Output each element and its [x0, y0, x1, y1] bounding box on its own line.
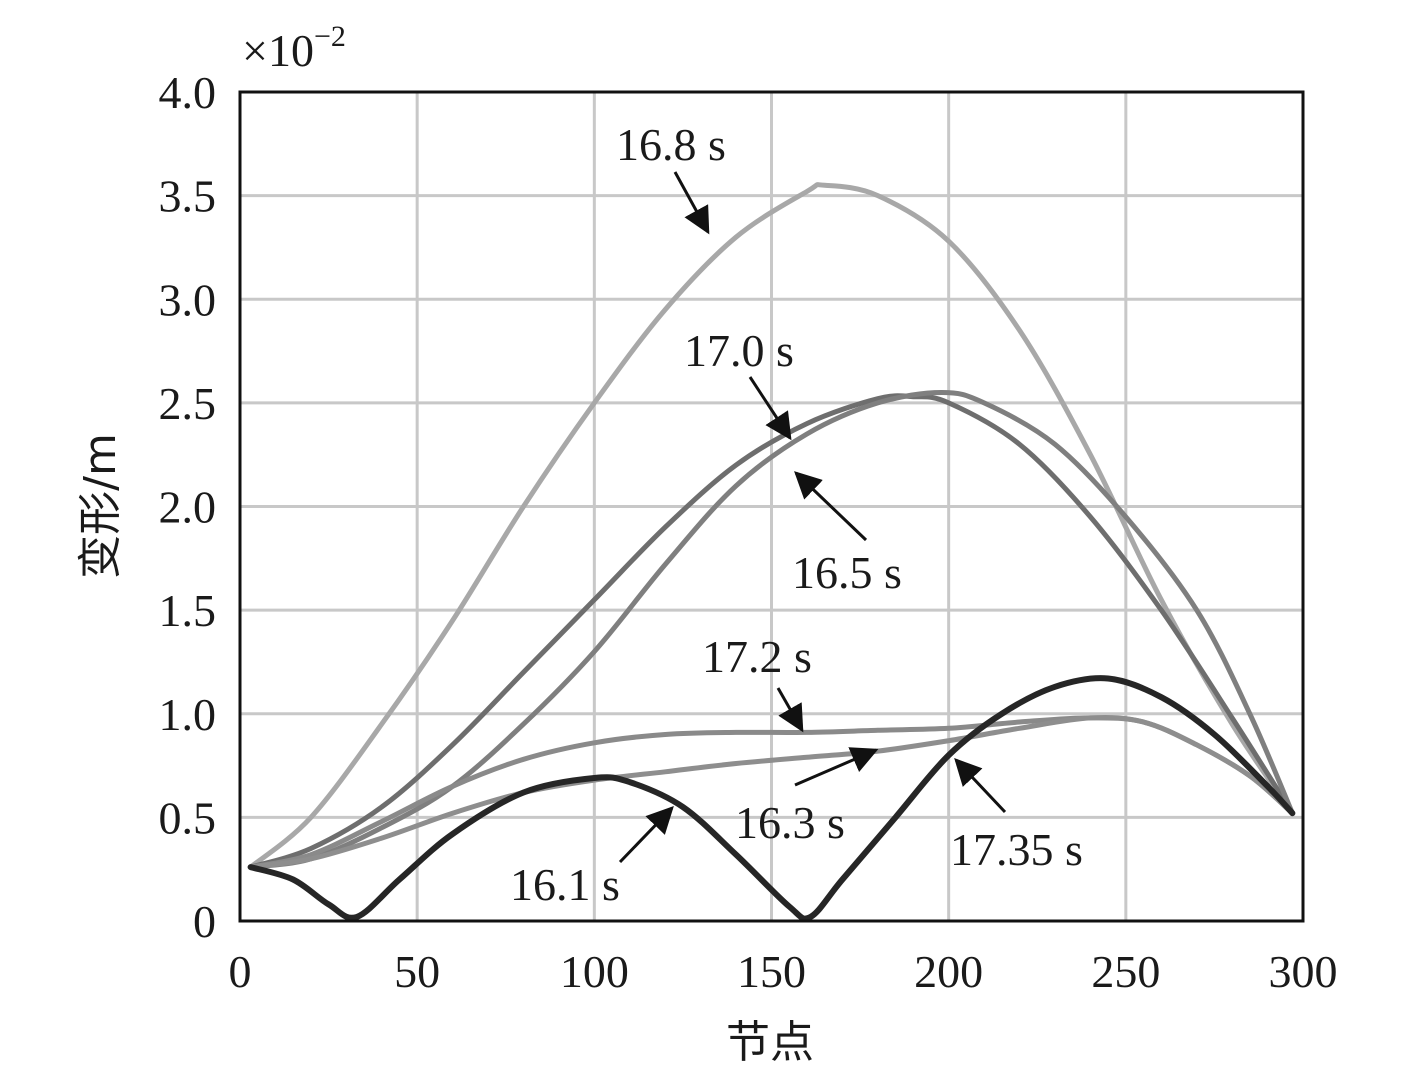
annotation-arrow-16-8s	[673, 171, 710, 235]
y-tick-label: 3.0	[159, 274, 217, 325]
y-tick-label: 1.5	[159, 585, 217, 636]
annotation-arrow-16-5s	[794, 471, 868, 542]
grid-lines	[240, 92, 1303, 921]
y-tick-label: 4.0	[159, 67, 217, 118]
x-tick-label: 50	[394, 946, 440, 997]
series-line-16-8s	[248, 182, 1295, 870]
x-axis-label: 节点	[726, 1017, 814, 1068]
series-line-17-0s	[248, 393, 1295, 870]
x-tick-label: 0	[229, 946, 252, 997]
annotation-arrow-17-0s	[748, 376, 792, 441]
y-tick-label: 2.0	[159, 482, 217, 533]
y-tick-label: 3.5	[159, 171, 217, 222]
annotation-arrow-17-2s	[776, 687, 804, 733]
x-tick-label: 100	[560, 946, 629, 997]
annotation-16-5s: 16.5 s	[792, 547, 902, 598]
plot-frame	[238, 90, 1305, 923]
y-tick-label: 0	[193, 896, 216, 947]
x-tick-labels: 0 50 100 150 200 250 300	[229, 946, 1338, 997]
annotation-16-8s: 16.8 s	[616, 119, 726, 170]
x-tick-label: 200	[914, 946, 983, 997]
y-tick-label: 2.5	[159, 378, 217, 429]
annotation-layer: 16.8 s 17.0 s 16.5 s 17.2 s 16.3 s 16.1 …	[510, 119, 1083, 910]
y-tick-label: 0.5	[159, 792, 217, 843]
y-tick-labels: 0 0.5 1.0 1.5 2.0 2.5 3.0 3.5 4.0	[159, 67, 217, 947]
series-line-16-3s	[248, 714, 1295, 870]
scale-factor-label: ×10−2	[242, 20, 346, 76]
x-tick-label: 300	[1269, 946, 1338, 997]
annotation-17-2s: 17.2 s	[702, 631, 812, 682]
series-line-16-1s	[247, 675, 1296, 922]
annotation-arrow-17-35s	[954, 758, 1007, 814]
annotation-arrow-16-3s	[794, 747, 879, 787]
y-axis-label: 变形/m	[75, 433, 126, 579]
annotation-arrow-16-1s	[618, 806, 674, 864]
series-layer	[247, 182, 1296, 922]
x-tick-label: 250	[1091, 946, 1160, 997]
y-tick-label: 1.0	[159, 689, 217, 740]
annotation-16-3s: 16.3 s	[735, 797, 845, 848]
annotation-16-1s: 16.1 s	[510, 859, 620, 910]
x-tick-label: 150	[737, 946, 806, 997]
annotation-17-35s: 17.35 s	[950, 824, 1083, 875]
annotation-17-0s: 17.0 s	[684, 325, 794, 376]
